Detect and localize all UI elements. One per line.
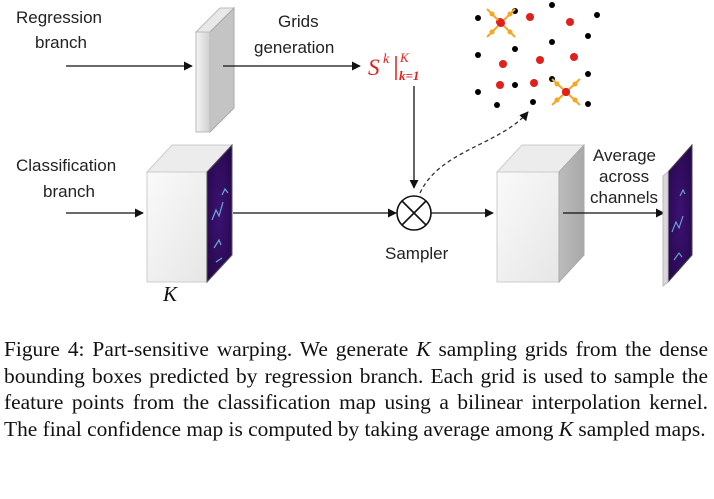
sampling-grid-points: [475, 2, 600, 108]
svg-text:k=1: k=1: [399, 68, 419, 83]
svg-text:S: S: [368, 55, 380, 80]
classification-feature-map: [145, 143, 234, 284]
figure-caption: Figure 4: Part-sensitive warping. We gen…: [4, 337, 708, 441]
sampling-grids-formula: S k K k=1: [368, 50, 419, 83]
part-sensitive-warping-diagram: Regression branch Grids generation S k K…: [16, 2, 693, 306]
k-label: K: [162, 282, 178, 306]
regression-branch-label: Regression branch: [16, 8, 107, 52]
svg-text:K: K: [399, 50, 410, 65]
classification-branch-label: Classification branch: [16, 156, 121, 201]
grids-generation-label: Grids generation: [254, 12, 334, 57]
sampler-node: [396, 195, 432, 231]
sampler-label: Sampler: [385, 244, 449, 263]
average-across-channels-label: Average across channels: [590, 146, 661, 207]
svg-text:k: k: [383, 52, 390, 67]
regression-feature-map: [194, 6, 236, 134]
sampler-to-grid-dashed-arrow: [419, 111, 529, 194]
final-confidence-map: [662, 143, 693, 288]
